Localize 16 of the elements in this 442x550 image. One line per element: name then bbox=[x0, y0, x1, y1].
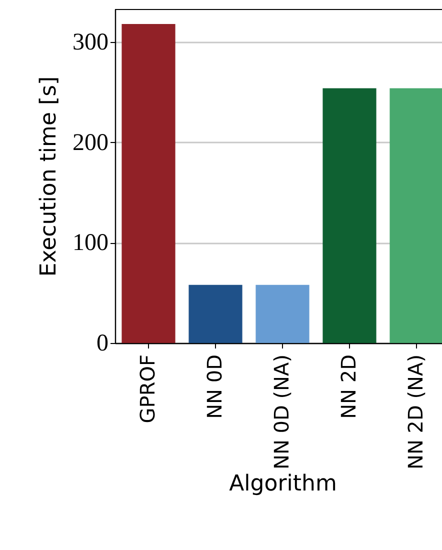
bar bbox=[122, 24, 176, 343]
bar bbox=[256, 284, 310, 343]
bar bbox=[390, 88, 442, 343]
bar bbox=[322, 88, 376, 343]
x-tick-label: NN 0D (NA) bbox=[270, 354, 294, 470]
y-tick-label: 200 bbox=[72, 130, 108, 156]
x-tick-label: NN 0D bbox=[202, 354, 226, 419]
x-tick-label: NN 2D bbox=[336, 354, 360, 419]
y-tick-label: 100 bbox=[72, 230, 108, 256]
y-tick-label: 300 bbox=[72, 30, 108, 56]
y-tick-label: 0 bbox=[96, 330, 108, 356]
x-axis-title: Algorithm bbox=[229, 472, 337, 497]
y-axis-title: Execution time [s] bbox=[36, 76, 62, 277]
x-tick-label: NN 2D (NA) bbox=[404, 354, 428, 470]
bar bbox=[188, 284, 242, 343]
x-tick-label: GPROF bbox=[136, 354, 160, 424]
